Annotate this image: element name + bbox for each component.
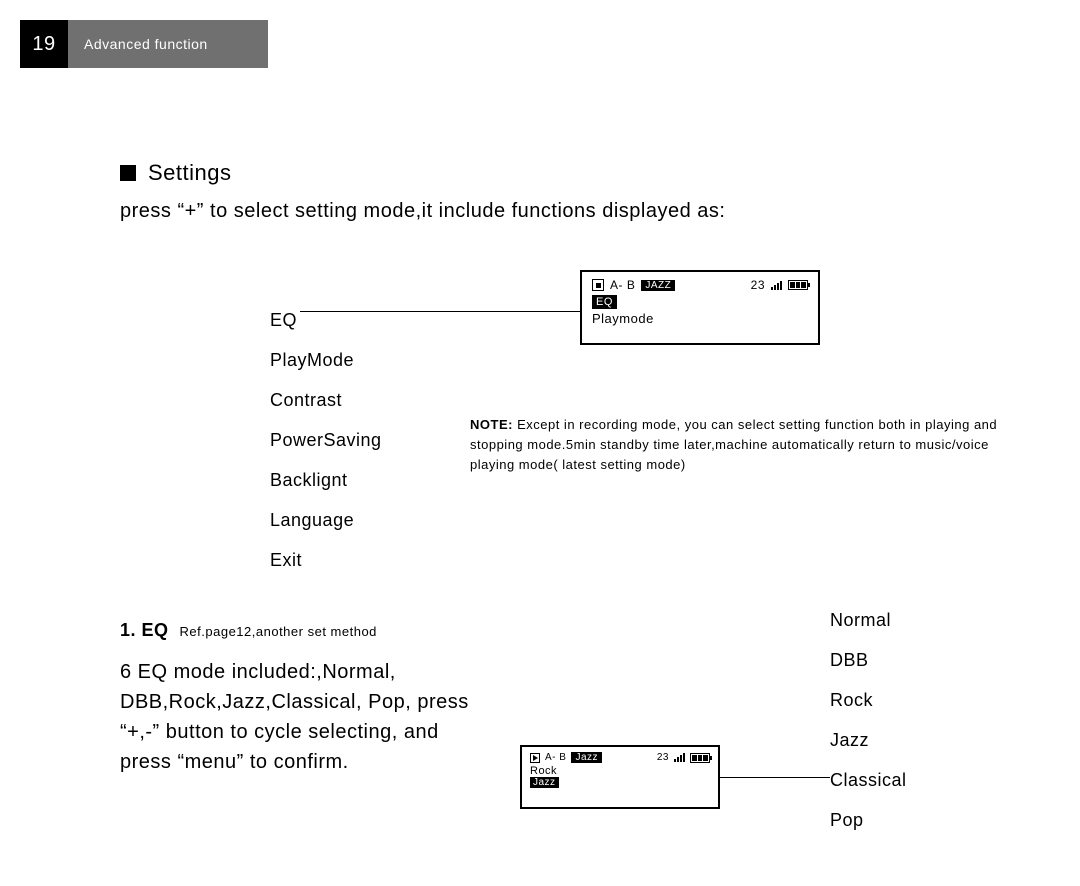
track-number: 23: [657, 752, 669, 763]
square-bullet-icon: [120, 165, 136, 181]
battery-icon: [690, 753, 710, 763]
playmode-label: Playmode: [592, 311, 808, 326]
track-number: 23: [751, 278, 765, 292]
note-text: Except in recording mode, you can select…: [470, 417, 997, 472]
connector-line: [300, 311, 580, 312]
stop-icon: [592, 279, 604, 291]
eq-body-text: 6 EQ mode included:,Normal, DBB,Rock,Jaz…: [120, 657, 480, 777]
list-item: Contrast: [270, 380, 382, 420]
list-item: Classical: [830, 760, 907, 800]
list-item: PowerSaving: [270, 420, 382, 460]
lcd-status-row: A- B JAZZ 23: [592, 278, 808, 292]
list-item: EQ: [270, 300, 382, 340]
section-heading: Settings: [120, 160, 232, 186]
signal-icon: [771, 281, 782, 290]
lcd-screen-2: A- B Jazz 23 Rock Jazz: [520, 745, 720, 809]
list-item: Exit: [270, 540, 382, 580]
intro-text: press “+” to select setting mode,it incl…: [120, 200, 725, 223]
list-item: PlayMode: [270, 340, 382, 380]
settings-list: EQ PlayMode Contrast PowerSaving Backlig…: [270, 300, 382, 580]
list-item: Rock: [830, 680, 907, 720]
note-label: NOTE:: [470, 417, 513, 432]
list-item: DBB: [830, 640, 907, 680]
eq-modes-list: Normal DBB Rock Jazz Classical Pop: [830, 600, 907, 840]
lcd-status-row: A- B Jazz 23: [530, 752, 710, 763]
connector-line: [720, 777, 830, 778]
mode-badge: JAZZ: [641, 280, 675, 291]
play-icon: [530, 753, 540, 763]
section-heading-text: Settings: [148, 160, 232, 186]
list-item: Backlignt: [270, 460, 382, 500]
eq-heading-ref: Ref.page12,another set method: [180, 624, 377, 639]
lcd2-line2-selected: Jazz: [530, 777, 559, 788]
battery-icon: [788, 280, 808, 290]
mode-badge: Jazz: [571, 752, 602, 763]
signal-icon: [674, 753, 685, 762]
list-item: Jazz: [830, 720, 907, 760]
ab-label: A- B: [545, 752, 566, 763]
list-item: Pop: [830, 800, 907, 840]
list-item: Language: [270, 500, 382, 540]
eq-highlight: EQ: [592, 295, 617, 309]
page-number: 19: [20, 20, 68, 68]
note-block: NOTE: Except in recording mode, you can …: [470, 415, 1010, 475]
lcd2-line1: Rock: [530, 765, 710, 777]
eq-heading-num: 1. EQ: [120, 620, 169, 640]
ab-label: A- B: [610, 278, 635, 292]
header-title: Advanced function: [68, 20, 268, 68]
eq-heading: 1. EQ Ref.page12,another set method: [120, 620, 377, 641]
list-item: Normal: [830, 600, 907, 640]
lcd-screen-1: A- B JAZZ 23 EQ Playmode: [580, 270, 820, 345]
